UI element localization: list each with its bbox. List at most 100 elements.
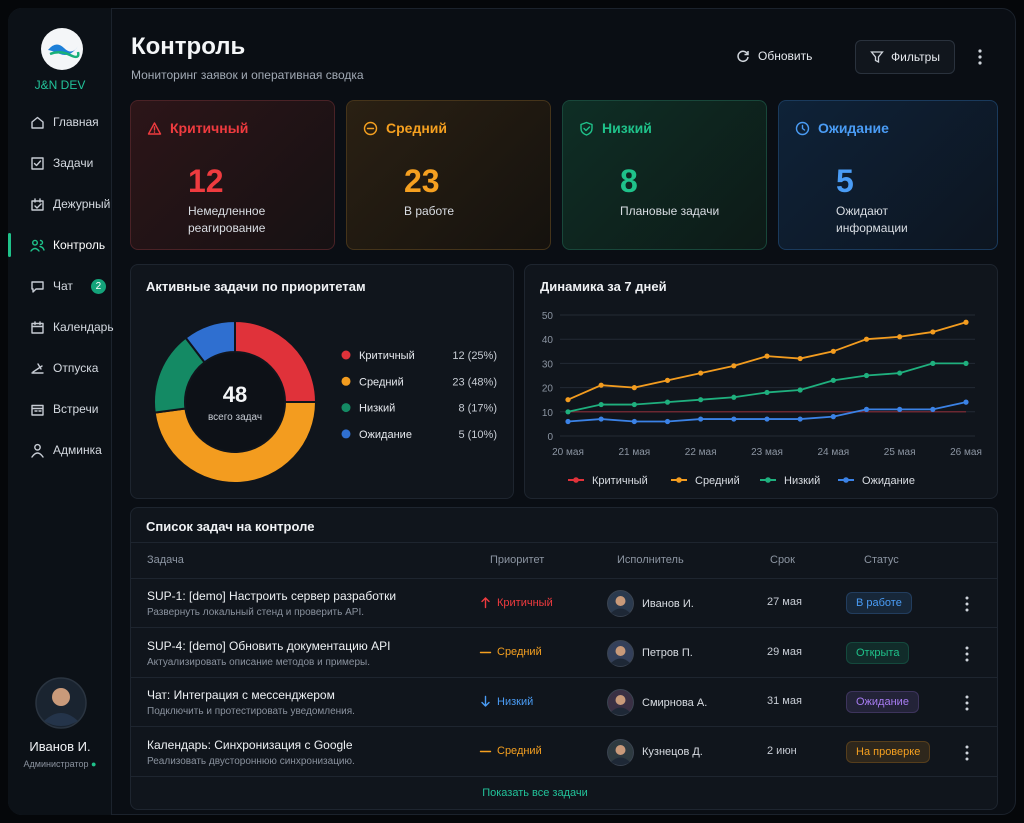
nav-label: Чат — [53, 279, 73, 293]
column-header: Исполнитель — [617, 554, 684, 566]
refresh-label: Обновить — [758, 49, 813, 63]
nav-label: Дежурный — [53, 197, 111, 211]
card-icon — [363, 121, 378, 135]
due-date: 29 мая — [767, 645, 802, 658]
row-menu[interactable] — [963, 745, 971, 761]
assignee-name: Смирнова А. — [642, 696, 708, 709]
nav-icon-shape — [31, 320, 44, 334]
priority-icon-shape — [481, 695, 490, 707]
menu-dot — [965, 596, 969, 600]
donut-panel — [130, 264, 514, 499]
status-card[interactable]: Низкий 8 Плановые задачи — [562, 100, 767, 250]
menu-dot — [965, 658, 969, 661]
column-header: Задача — [147, 554, 184, 566]
nav-item[interactable]: Отпуска — [30, 356, 118, 380]
assignee-avatar — [607, 590, 634, 617]
nav-icon — [30, 239, 45, 252]
nav-icon-shape — [31, 116, 44, 129]
assignee-avatar — [607, 639, 634, 667]
assignee: Петров П. — [607, 639, 693, 667]
task-name: Чат: Интеграция с мессенджером — [147, 688, 335, 702]
avatar-head — [615, 744, 626, 755]
menu-dot — [965, 608, 969, 612]
menu-dot — [965, 745, 969, 748]
row-menu[interactable] — [963, 596, 971, 612]
nav-icon — [31, 197, 44, 211]
nav-icon — [31, 116, 44, 129]
card-title: Критичный — [170, 120, 249, 136]
nav-item[interactable]: Встречи — [30, 397, 118, 421]
nav-item[interactable]: Контроль — [30, 233, 118, 257]
nav-icon — [31, 320, 44, 334]
menu-dot — [965, 695, 969, 699]
refresh-button[interactable]: Обновить — [736, 49, 812, 63]
assignee-name: Кузнецов Д. — [642, 746, 703, 758]
nav-item[interactable]: Календарь — [30, 315, 118, 339]
line-panel — [524, 264, 998, 499]
status-card[interactable]: Ожидание 5 Ожидают информации — [778, 100, 998, 250]
logo-text: J&N DEV — [34, 78, 86, 92]
row-divider — [131, 676, 997, 678]
avatar-head — [615, 596, 626, 606]
card-desc: Немедленное реагирование — [188, 204, 266, 235]
card-icon — [147, 121, 162, 135]
due-date: 31 мая — [767, 695, 802, 707]
nav-item[interactable]: Главная — [30, 110, 118, 134]
avatar-body — [611, 707, 630, 715]
nav-label: Календарь — [53, 320, 114, 334]
card-icon-shape — [147, 121, 162, 135]
nav-badge: 2 — [90, 278, 106, 294]
assignee-avatar — [607, 689, 634, 716]
menu-dot — [965, 707, 969, 711]
row-divider — [131, 775, 997, 777]
page-subtitle: Мониторинг заявок и оперативная сводка — [131, 68, 364, 82]
filter-icon — [870, 51, 884, 64]
task-desc: Реализовать двустороннюю синхронизацию. — [147, 755, 355, 767]
row-divider — [131, 627, 997, 628]
avatar-head — [615, 695, 626, 705]
card-desc: Ожидают информации — [836, 204, 908, 235]
header-divider — [131, 578, 997, 579]
filters-button[interactable]: Фильтры — [855, 40, 955, 74]
priority: Средний — [478, 744, 542, 759]
table-title: Список задач на контроле — [146, 519, 315, 534]
line-title: Динамика за 7 дней — [540, 279, 667, 294]
column-header: Приоритет — [490, 554, 545, 566]
priority-label: Критичный — [497, 596, 553, 609]
nav-item[interactable]: Дежурный — [30, 192, 118, 216]
status-card[interactable]: Средний 23 В работе — [346, 100, 551, 250]
nav-icon — [31, 443, 44, 458]
active-indicator — [8, 233, 11, 257]
card-value: 8 — [620, 163, 638, 199]
priority-label: Средний — [497, 646, 542, 658]
row-menu[interactable] — [963, 646, 971, 662]
nav-item[interactable]: Админка — [30, 438, 118, 462]
priority-label: Средний — [497, 745, 542, 757]
task-name: Календарь: Синхронизация с Google — [147, 737, 353, 752]
menu-dot — [965, 602, 969, 606]
card-title: Средний — [386, 120, 448, 136]
nav-item[interactable]: Чат 2 — [30, 274, 118, 298]
nav-label: Контроль — [53, 238, 106, 252]
more-menu[interactable] — [974, 48, 986, 66]
priority: Критичный — [478, 595, 553, 610]
priority: Средний — [478, 645, 542, 660]
card-icon-shape — [363, 121, 378, 135]
nav-icon — [31, 280, 44, 293]
menu-dot — [965, 652, 969, 655]
row-menu[interactable] — [963, 695, 971, 711]
priority-icon-shape — [481, 597, 490, 609]
column-header: Статус — [864, 554, 899, 566]
show-all-link[interactable]: Показать все задачи — [482, 787, 588, 799]
column-header: Срок — [770, 554, 795, 566]
task-table — [130, 507, 998, 810]
task-desc: Подключить и протестировать уведомления. — [147, 706, 355, 717]
assignee: Иванов И. — [607, 590, 694, 617]
menu-dot — [965, 757, 969, 760]
card-value: 12 — [188, 163, 224, 199]
avatar-body — [611, 658, 630, 666]
nav-label: Встречи — [53, 402, 99, 416]
status-card[interactable]: Критичный 12 Немедленное реагирование — [130, 100, 335, 250]
card-header: Ожидание — [795, 120, 889, 136]
nav-item[interactable]: Задачи — [30, 151, 118, 175]
